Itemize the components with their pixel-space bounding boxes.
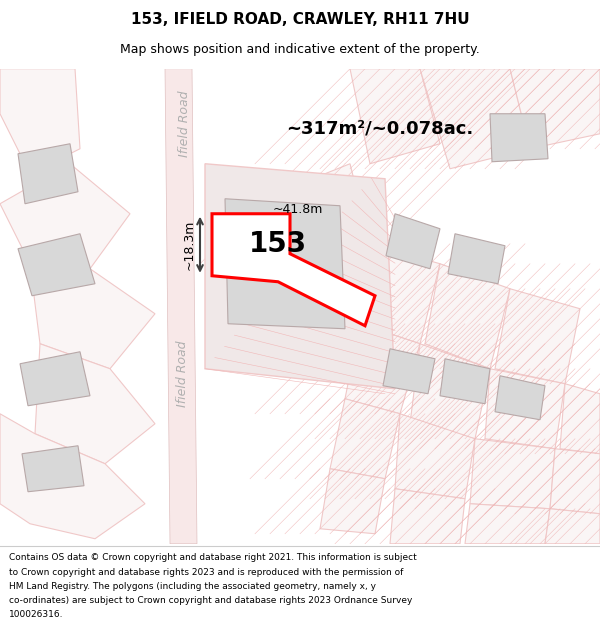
Text: to Crown copyright and database rights 2023 and is reproduced with the permissio: to Crown copyright and database rights 2… xyxy=(9,568,403,577)
Polygon shape xyxy=(18,234,95,296)
Polygon shape xyxy=(0,164,130,269)
Polygon shape xyxy=(212,214,375,326)
Polygon shape xyxy=(320,469,385,534)
Polygon shape xyxy=(0,69,80,174)
Polygon shape xyxy=(165,69,197,544)
Text: co-ordinates) are subject to Crown copyright and database rights 2023 Ordnance S: co-ordinates) are subject to Crown copyr… xyxy=(9,596,412,605)
Text: 153: 153 xyxy=(249,230,307,258)
Text: Ifield Road: Ifield Road xyxy=(179,91,191,157)
Polygon shape xyxy=(440,359,490,404)
Polygon shape xyxy=(0,414,145,539)
Polygon shape xyxy=(545,509,600,544)
Text: 153, IFIELD ROAD, CRAWLEY, RH11 7HU: 153, IFIELD ROAD, CRAWLEY, RH11 7HU xyxy=(131,12,469,27)
Polygon shape xyxy=(485,369,565,449)
Text: Map shows position and indicative extent of the property.: Map shows position and indicative extent… xyxy=(120,43,480,56)
Text: ~317m²/~0.078ac.: ~317m²/~0.078ac. xyxy=(286,120,473,138)
Polygon shape xyxy=(490,114,548,162)
Polygon shape xyxy=(550,449,600,514)
Polygon shape xyxy=(560,384,600,454)
Polygon shape xyxy=(383,349,435,394)
Polygon shape xyxy=(410,344,490,439)
Polygon shape xyxy=(470,439,555,509)
Polygon shape xyxy=(510,69,600,149)
Text: HM Land Registry. The polygons (including the associated geometry, namely x, y: HM Land Registry. The polygons (includin… xyxy=(9,582,376,591)
Text: 100026316.: 100026316. xyxy=(9,611,64,619)
Text: Ifield Road: Ifield Road xyxy=(176,341,190,407)
Polygon shape xyxy=(448,234,505,284)
Polygon shape xyxy=(350,69,440,164)
Polygon shape xyxy=(495,376,545,420)
Text: ~41.8m: ~41.8m xyxy=(272,202,323,216)
Polygon shape xyxy=(465,504,550,544)
Polygon shape xyxy=(225,199,345,329)
Polygon shape xyxy=(35,344,155,464)
Polygon shape xyxy=(345,324,420,414)
Polygon shape xyxy=(425,264,510,369)
Polygon shape xyxy=(30,264,155,369)
Text: ~18.3m: ~18.3m xyxy=(183,219,196,270)
Polygon shape xyxy=(495,289,580,384)
Polygon shape xyxy=(420,69,530,169)
Polygon shape xyxy=(205,164,395,389)
Polygon shape xyxy=(22,446,84,492)
Polygon shape xyxy=(360,244,440,344)
Polygon shape xyxy=(18,144,78,204)
Polygon shape xyxy=(395,414,475,499)
Text: Contains OS data © Crown copyright and database right 2021. This information is : Contains OS data © Crown copyright and d… xyxy=(9,554,417,562)
Polygon shape xyxy=(20,352,90,406)
Polygon shape xyxy=(300,164,370,264)
Polygon shape xyxy=(390,489,465,544)
Polygon shape xyxy=(330,399,400,479)
Polygon shape xyxy=(386,214,440,269)
